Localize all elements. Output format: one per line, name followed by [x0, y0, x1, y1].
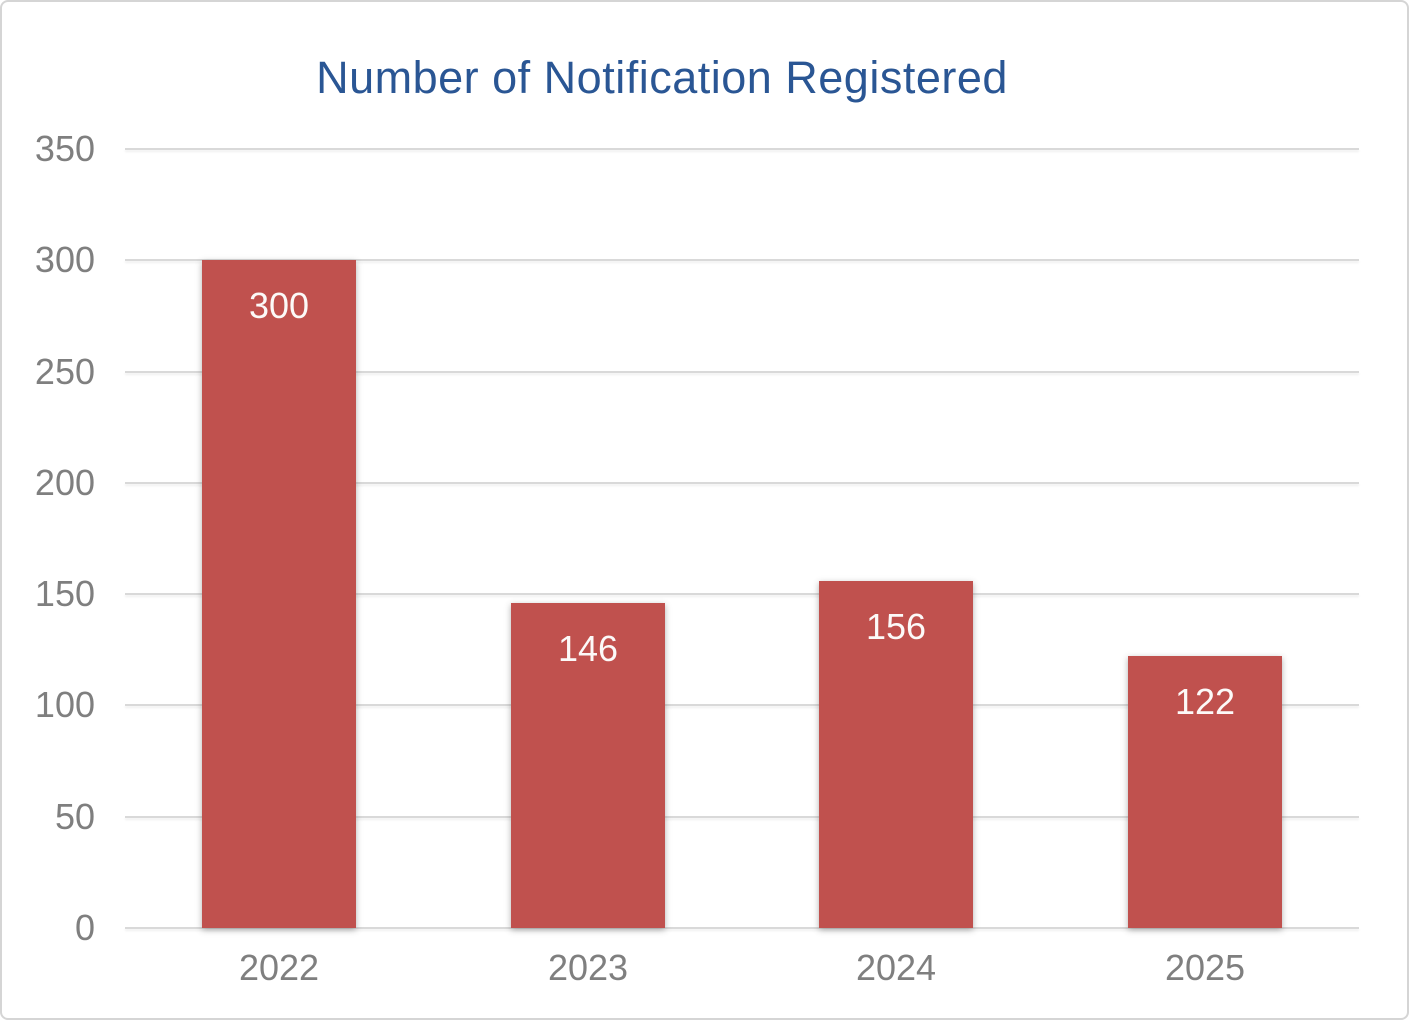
y-axis-tick-label: 200	[34, 461, 95, 503]
gridline	[125, 927, 1359, 929]
bar-2023[interactable]: 146	[511, 603, 665, 928]
gridline	[125, 815, 1359, 818]
y-axis-tick-label: 0	[74, 907, 95, 948]
y-axis-tick-label: 100	[34, 684, 95, 726]
bar-value-label: 146	[557, 628, 619, 669]
y-axis-tick-label: 150	[34, 573, 95, 615]
x-axis-tick-label: 2024	[855, 947, 937, 988]
gridline	[125, 370, 1359, 373]
y-axis-tick-label: 50	[54, 795, 95, 837]
bar-value-label: 300	[248, 285, 310, 326]
bar-2025[interactable]: 122	[1128, 656, 1282, 928]
x-axis-tick-label: 2022	[238, 947, 320, 988]
chart-title: Number of Notification Registered	[316, 52, 1008, 103]
gridline	[125, 481, 1359, 484]
gridline	[125, 259, 1359, 262]
bar-2022[interactable]: 300	[202, 260, 356, 928]
y-axis-tick-label: 250	[34, 350, 95, 392]
gridline	[125, 593, 1359, 596]
y-axis-tick-label: 350	[34, 128, 95, 169]
x-axis-tick-label: 2023	[547, 947, 629, 988]
gridline	[125, 704, 1359, 707]
gridline	[125, 148, 1359, 150]
bar-value-label: 122	[1174, 681, 1236, 722]
y-axis-tick-label: 300	[34, 239, 95, 281]
x-axis-tick-label: 2025	[1164, 947, 1246, 988]
bar-value-label: 156	[865, 606, 927, 647]
bar-2024[interactable]: 156	[819, 581, 973, 928]
